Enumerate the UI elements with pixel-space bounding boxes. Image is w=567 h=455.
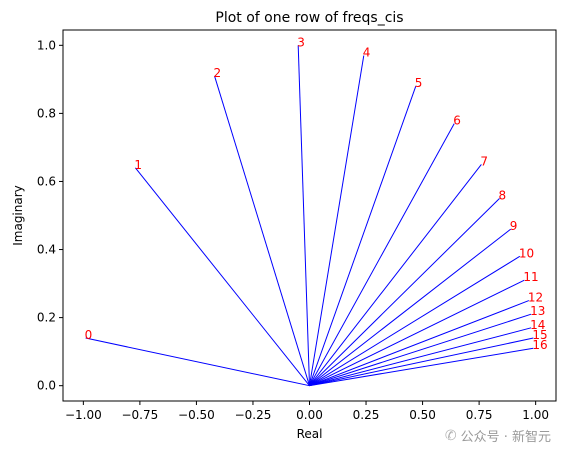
vector-label-15: 15 bbox=[532, 328, 547, 342]
vector-label-11: 11 bbox=[523, 270, 538, 284]
vector-label-2: 2 bbox=[214, 66, 222, 80]
y-axis-label: Imaginary bbox=[11, 185, 25, 246]
vector-label-10: 10 bbox=[519, 246, 534, 260]
x-tick-label: 0.50 bbox=[409, 408, 436, 422]
vector-line-8 bbox=[309, 198, 500, 387]
vector-label-12: 12 bbox=[528, 291, 543, 305]
vector-line-12 bbox=[309, 300, 530, 387]
vector-line-6 bbox=[309, 123, 455, 386]
x-axis-label: Real bbox=[297, 427, 323, 441]
vector-label-13: 13 bbox=[530, 304, 545, 318]
y-tick-label: 0.0 bbox=[37, 379, 56, 393]
y-tick-label: 1.0 bbox=[37, 38, 56, 52]
vector-line-16 bbox=[309, 347, 534, 387]
vector-line-13 bbox=[309, 313, 532, 387]
y-tick-label: 0.6 bbox=[37, 174, 56, 188]
x-axis: −1.00 −0.75 −0.50 −0.25 0.00 0.25 0.50 0.75 1.00 bbox=[65, 401, 549, 422]
watermark-text: 公众号 · 新智元 bbox=[460, 430, 551, 445]
vector-line-15 bbox=[309, 337, 534, 387]
x-tick-label: 0.75 bbox=[466, 408, 493, 422]
wechat-icon: ✆ bbox=[444, 427, 457, 444]
vector-label-8: 8 bbox=[498, 188, 506, 202]
x-tick-label: −0.25 bbox=[235, 408, 272, 422]
vector-label-6: 6 bbox=[453, 114, 461, 128]
vector-label-14: 14 bbox=[530, 318, 545, 332]
x-tick-label: −1.00 bbox=[65, 408, 102, 422]
vector-line-7 bbox=[309, 164, 482, 386]
vector-label-1: 1 bbox=[134, 158, 142, 172]
y-tick-label: 0.2 bbox=[37, 311, 56, 325]
x-tick-label: 0.00 bbox=[296, 408, 323, 422]
vector-label-3: 3 bbox=[297, 35, 305, 49]
vector-line-10 bbox=[309, 255, 521, 387]
vector-label-7: 7 bbox=[480, 154, 488, 168]
vector-label-0: 0 bbox=[85, 328, 93, 342]
vector-label-5: 5 bbox=[415, 76, 423, 90]
y-tick-label: 0.8 bbox=[37, 106, 56, 120]
vector-line-3 bbox=[297, 45, 310, 386]
vector-line-1 bbox=[134, 167, 310, 386]
vector-line-0 bbox=[85, 337, 310, 387]
chart-title: Plot of one row of freqs_cis bbox=[215, 10, 403, 26]
vector-label-16: 16 bbox=[532, 338, 547, 352]
vector-label-9: 9 bbox=[510, 219, 518, 233]
vector-line-11 bbox=[309, 279, 525, 387]
x-tick-label: −0.50 bbox=[178, 408, 215, 422]
vector-line-9 bbox=[309, 228, 512, 387]
x-tick-label: −0.75 bbox=[121, 408, 158, 422]
vector-line-4 bbox=[309, 55, 365, 386]
watermark: ✆ 公众号 · 新智元 bbox=[444, 426, 551, 446]
vector-label-4: 4 bbox=[363, 46, 371, 60]
vector-line-2 bbox=[214, 75, 310, 386]
y-axis: 0.0 0.2 0.4 0.6 0.8 1.0 bbox=[37, 38, 63, 393]
x-tick-label: 1.00 bbox=[522, 408, 549, 422]
vector-line-14 bbox=[309, 327, 532, 387]
vector-line-5 bbox=[309, 85, 417, 386]
y-tick-label: 0.4 bbox=[37, 243, 56, 257]
x-tick-label: 0.25 bbox=[353, 408, 380, 422]
